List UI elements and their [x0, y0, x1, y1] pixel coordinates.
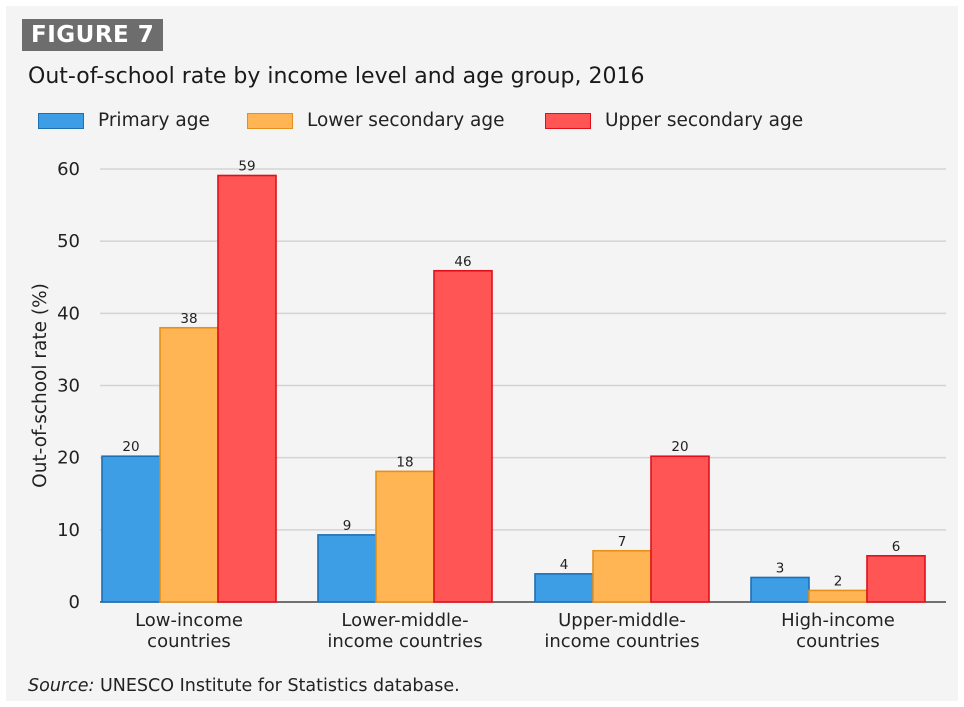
y-axis-title: Out-of-school rate (%) [30, 283, 51, 488]
bar-upper-secondary [866, 555, 926, 603]
x-tick-label: countries [147, 631, 231, 652]
bar-primary [534, 573, 594, 603]
data-label: 9 [343, 518, 352, 534]
legend-label-upper-secondary: Upper secondary age [605, 110, 804, 131]
bar-primary [317, 534, 377, 603]
bar-upper-secondary [650, 455, 710, 603]
x-tick-label: Lower-middle- [341, 610, 468, 631]
x-tick-label: countries [796, 631, 880, 652]
legend-swatch-upper-secondary [545, 113, 591, 129]
data-label: 2 [834, 573, 843, 589]
x-tick-label: High-income [781, 610, 895, 631]
bar-lower-secondary [592, 549, 652, 603]
legend-swatch-lower-secondary [247, 113, 293, 129]
y-tick-label: 0 [69, 592, 80, 613]
bar-upper-secondary [217, 174, 277, 603]
source-text: UNESCO Institute for Statistics database… [94, 676, 460, 696]
source-label: Source: [28, 676, 95, 696]
data-label: 7 [618, 534, 627, 550]
chart-title: Out-of-school rate by income level and a… [28, 64, 645, 89]
x-tick-label: income countries [544, 631, 699, 652]
data-label: 4 [560, 557, 569, 573]
y-tick-label: 30 [57, 376, 80, 397]
y-tick-label: 60 [57, 159, 80, 180]
legend-label-lower-secondary: Lower secondary age [307, 110, 505, 131]
data-label: 38 [180, 311, 197, 327]
data-label: 59 [238, 158, 255, 174]
data-label: 3 [776, 560, 785, 576]
legend-label-primary: Primary age [98, 110, 210, 131]
bar-lower-secondary [375, 470, 435, 603]
y-tick-label: 10 [57, 520, 80, 541]
bar-lower-secondary [159, 326, 219, 603]
bar-lower-secondary [808, 589, 868, 603]
data-label: 20 [671, 439, 688, 455]
data-label: 6 [892, 539, 901, 555]
source-note: Source: UNESCO Institute for Statistics … [28, 676, 460, 696]
y-tick-label: 50 [57, 231, 80, 252]
bar-upper-secondary [433, 269, 493, 603]
y-tick-label: 40 [57, 303, 80, 324]
data-label: 20 [122, 439, 139, 455]
data-label: 18 [396, 454, 413, 470]
x-tick-label: Upper-middle- [558, 610, 686, 631]
bar-primary [750, 576, 810, 603]
bar-primary [101, 455, 161, 603]
x-tick-label: income countries [327, 631, 482, 652]
legend-swatch-primary [38, 113, 84, 129]
data-label: 46 [454, 254, 471, 270]
x-tick-label: Low-income [135, 610, 243, 631]
y-tick-label: 20 [57, 448, 80, 469]
figure-label: FIGURE 7 [22, 19, 164, 51]
